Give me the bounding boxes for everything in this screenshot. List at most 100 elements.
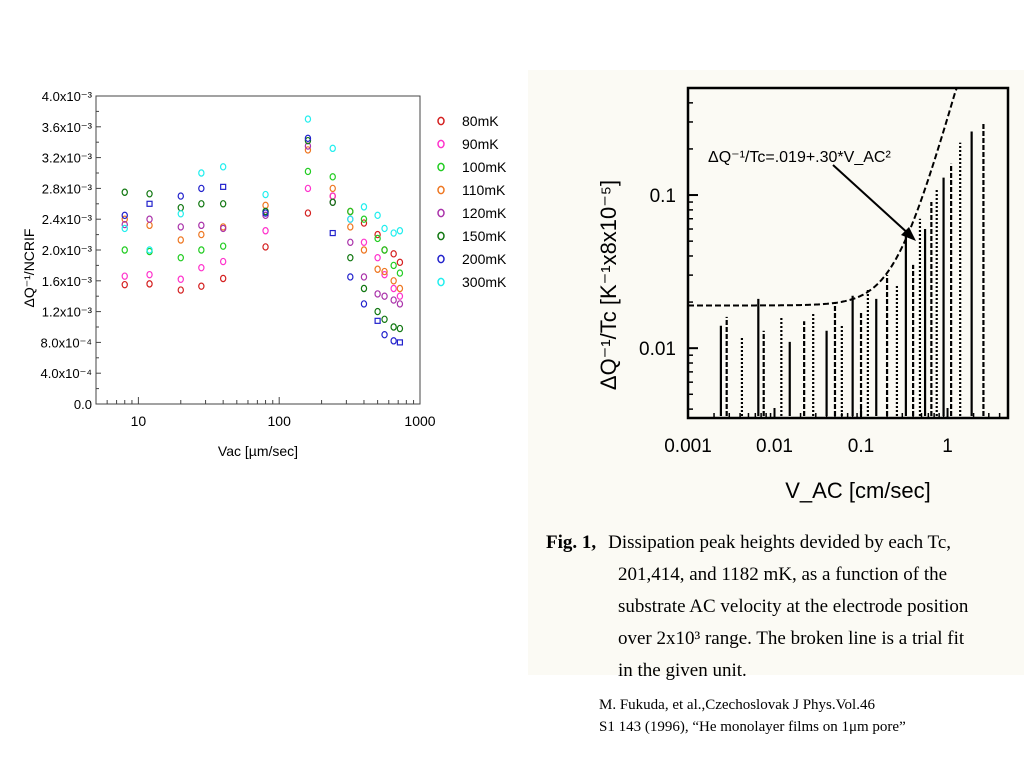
data-point — [360, 203, 368, 211]
data-point — [177, 223, 184, 231]
left-y-tick-label: 3.6x10⁻³ — [42, 120, 93, 135]
data-point — [121, 211, 128, 220]
data-point — [177, 236, 184, 244]
data-point — [146, 246, 153, 254]
data-point — [329, 173, 336, 181]
data-point — [262, 227, 269, 235]
right-peak-chart: 0.01 0.1 0.001 0.01 0.1 1 ΔQ⁻¹/Tc=.019+.30*V… — [596, 86, 1010, 503]
data-point — [390, 323, 397, 331]
data-point — [390, 250, 397, 258]
data-point — [390, 337, 397, 345]
data-point — [390, 277, 397, 285]
data-point — [347, 254, 354, 262]
data-point — [396, 292, 404, 300]
data-point — [219, 200, 227, 208]
data-point — [381, 270, 388, 279]
data-point — [390, 296, 397, 304]
left-y-tick-label: 2.8x10⁻³ — [42, 181, 93, 196]
left-data-points — [121, 115, 404, 346]
left-y-tick-label: 2.0x10⁻³ — [42, 243, 93, 258]
data-point — [177, 275, 184, 283]
legend-label: 110mK — [462, 182, 506, 198]
data-point — [374, 307, 381, 316]
data-point — [381, 331, 388, 339]
data-point — [360, 300, 368, 308]
data-point — [220, 183, 227, 190]
data-point — [146, 200, 153, 207]
data-point — [146, 190, 153, 198]
data-point — [121, 215, 128, 223]
caption-line-5: in the given unit. — [618, 660, 747, 681]
left-x-tick-label: 1000 — [404, 413, 435, 429]
legend-marker — [437, 254, 445, 264]
legend-label: 80mK — [462, 113, 499, 129]
legend-label: 300mK — [462, 274, 507, 290]
data-point — [304, 184, 312, 193]
right-y-tick-label: 0.01 — [639, 339, 676, 360]
left-y-tick-label: 3.2x10⁻³ — [42, 151, 93, 166]
data-point — [329, 198, 336, 206]
caption-line-4: over 2x10³ range. The broken line is a t… — [618, 628, 965, 649]
data-point — [360, 273, 368, 281]
data-point — [396, 284, 404, 293]
right-annotation: ΔQ⁻¹/Tc=.019+.30*V_AC² — [708, 149, 891, 166]
data-point — [198, 184, 205, 193]
data-point — [390, 261, 397, 270]
data-point — [347, 223, 354, 231]
data-point — [360, 215, 368, 223]
right-x-tick-label: 1 — [942, 436, 953, 457]
data-point — [262, 243, 269, 251]
data-point — [177, 203, 184, 212]
legend-label: 120mK — [462, 205, 507, 221]
left-y-tick-label: 8.0x10⁻⁴ — [41, 335, 92, 350]
data-point — [146, 221, 153, 230]
data-point — [396, 324, 404, 333]
left-x-tick-label: 10 — [131, 413, 147, 429]
data-point — [177, 254, 184, 262]
figure-caption: Fig. 1, Dissipation peak heights devided … — [546, 527, 1016, 687]
data-point — [360, 284, 368, 293]
data-point — [146, 280, 153, 288]
left-y-tick-label: 1.2x10⁻³ — [42, 305, 93, 320]
data-point — [347, 238, 354, 246]
right-fit-curve — [688, 87, 958, 307]
right-y-ticklabels: 0.01 0.1 — [639, 186, 676, 360]
legend-marker — [437, 116, 445, 126]
left-legend: 80mK 90mK 100mK 110mK 120mK 150mK 200mK 300mK — [437, 113, 507, 290]
left-y-tick-label: 2.4x10⁻³ — [42, 212, 93, 227]
data-point — [374, 254, 381, 262]
data-point — [198, 264, 205, 272]
data-point — [177, 210, 184, 218]
data-point — [219, 257, 227, 266]
data-point — [381, 246, 388, 254]
data-point — [360, 219, 368, 227]
data-point — [219, 274, 227, 283]
left-y-tick-label: 0.0 — [74, 397, 92, 412]
data-point — [329, 192, 336, 200]
right-annotation-arrow — [832, 164, 912, 237]
data-point — [374, 211, 381, 220]
series-120mK — [121, 142, 404, 308]
data-point — [198, 282, 205, 290]
data-point — [262, 209, 269, 217]
right-x-tick-label: 0.1 — [848, 436, 874, 457]
data-point — [121, 280, 128, 289]
data-point — [304, 146, 312, 154]
right-plot-frame — [686, 86, 1010, 420]
data-point — [198, 246, 205, 254]
data-point — [219, 163, 227, 171]
data-point — [347, 215, 354, 223]
left-y-tick-label: 4.0x10⁻⁴ — [41, 366, 92, 381]
data-point — [219, 242, 227, 250]
data-point — [219, 224, 227, 233]
left-y-tick-label: 4.0x10⁻³ — [42, 89, 93, 104]
legend-label: 100mK — [462, 159, 507, 175]
legend-marker — [437, 162, 445, 172]
data-point — [121, 224, 128, 233]
data-point — [177, 192, 184, 200]
right-annotation-arrowhead — [901, 227, 916, 241]
right-y-tick-label: 0.1 — [650, 186, 676, 207]
data-point — [374, 290, 381, 298]
data-point — [329, 229, 336, 237]
data-point — [198, 169, 205, 177]
